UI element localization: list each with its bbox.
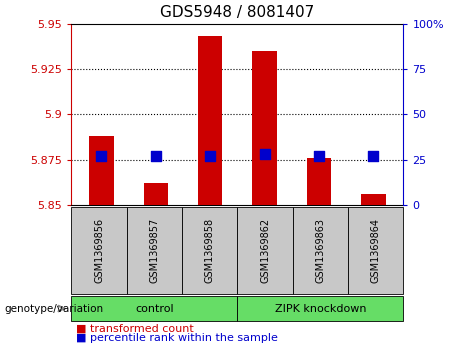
- Point: [98, 153, 105, 159]
- Text: GSM1369858: GSM1369858: [205, 218, 215, 283]
- Bar: [361, 194, 386, 205]
- Text: GSM1369863: GSM1369863: [315, 218, 325, 283]
- Text: ■ percentile rank within the sample: ■ percentile rank within the sample: [76, 333, 278, 343]
- Bar: [89, 136, 113, 205]
- Point: [315, 153, 323, 159]
- Text: GSM1369864: GSM1369864: [371, 218, 381, 283]
- Text: genotype/variation: genotype/variation: [5, 303, 104, 314]
- Text: ■ transformed count: ■ transformed count: [76, 323, 194, 334]
- Point: [152, 153, 160, 159]
- Point: [261, 151, 268, 157]
- Point: [370, 153, 377, 159]
- Bar: [198, 36, 223, 205]
- Bar: [143, 183, 168, 205]
- Text: control: control: [135, 303, 174, 314]
- Bar: [252, 51, 277, 205]
- Text: GSM1369862: GSM1369862: [260, 218, 270, 283]
- Point: [207, 153, 214, 159]
- Text: ZIPK knockdown: ZIPK knockdown: [275, 303, 366, 314]
- Text: GSM1369857: GSM1369857: [149, 218, 160, 283]
- Text: GSM1369856: GSM1369856: [94, 218, 104, 283]
- Bar: [307, 158, 331, 205]
- Title: GDS5948 / 8081407: GDS5948 / 8081407: [160, 5, 314, 20]
